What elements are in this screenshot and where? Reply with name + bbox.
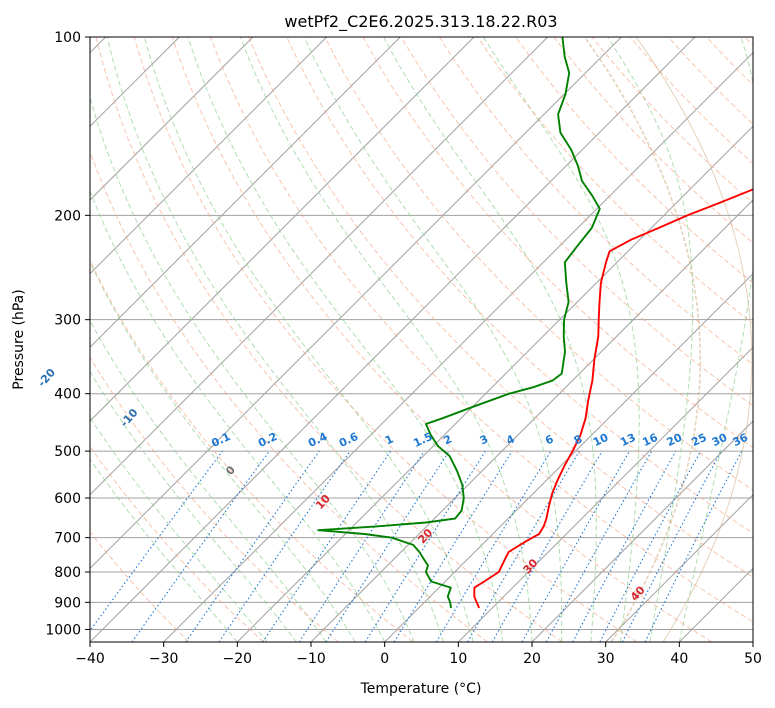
- x-tick-label: 10: [449, 651, 467, 667]
- dry-adiabat-line: [591, 37, 753, 204]
- y-tick-label: 200: [54, 208, 81, 224]
- mixing-ratio-line: [521, 450, 630, 642]
- x-tick-label: 20: [523, 651, 541, 667]
- mixing-ratio-line: [325, 450, 450, 642]
- dry-adiabat-line: [477, 37, 753, 325]
- isotherm-line: [90, 37, 254, 201]
- dewpoint-profile-line: [317, 37, 601, 609]
- moist-adiabat-line: [90, 458, 238, 642]
- x-tick-label: 40: [670, 651, 688, 667]
- isotherm-line: [90, 37, 328, 275]
- mixing-ratio-line: [185, 450, 320, 642]
- isotherm-line: [90, 37, 696, 642]
- isotherm-line: [384, 272, 753, 642]
- dry-adiabat-line: [90, 150, 488, 642]
- mixing-ratio-line: [572, 450, 677, 642]
- y-tick-label: 500: [54, 444, 81, 460]
- mixing-ratio-label: 36: [731, 431, 751, 449]
- dry-adiabat-line: [248, 37, 753, 578]
- dry-adiabat-line: [210, 37, 753, 623]
- dry-adiabat-line: [171, 37, 712, 642]
- dry-adiabat-line: [90, 356, 339, 642]
- temperature-profile-line: [473, 188, 753, 609]
- isotherm-line: [531, 420, 753, 642]
- dry-adiabat-line: [133, 37, 638, 642]
- y-tick-label: 700: [54, 531, 81, 547]
- mixing-ratio-line: [491, 450, 603, 642]
- x-tick-label: −20: [223, 651, 253, 667]
- x-tick-label: 0: [380, 651, 389, 667]
- mixing-ratio-line: [467, 450, 580, 642]
- mixing-ratio-label: 30: [710, 431, 730, 449]
- mixing-ratio-line: [393, 450, 513, 642]
- y-tick-label: 300: [54, 313, 81, 329]
- dry-adiabat-line: [286, 37, 753, 534]
- mixing-ratio-line: [435, 450, 552, 642]
- isotherm-line: [90, 37, 401, 349]
- dry-adiabat-line: [400, 37, 753, 407]
- moist-adiabat-line: [482, 37, 640, 642]
- mixing-ratio-label: 16: [640, 431, 660, 449]
- y-tick-label: 600: [54, 491, 81, 507]
- y-tick-label: 900: [54, 595, 81, 611]
- mixing-ratio-label: 25: [689, 431, 708, 449]
- dry-adiabat-line: [438, 37, 753, 366]
- x-tick-label: 30: [597, 651, 615, 667]
- mixing-ratio-line: [545, 450, 653, 642]
- isotherm-line: [236, 125, 753, 642]
- plot-frame: [89, 36, 754, 643]
- isotherm-line: [163, 51, 753, 642]
- y-tick-label: 100: [54, 30, 81, 46]
- y-axis-ticks: 100 200 300 400 500 600 700 800 900 1000: [45, 30, 90, 638]
- mixing-ratio-label: 13: [618, 431, 637, 449]
- y-tick-label: 400: [54, 387, 81, 403]
- isotherm-line: [605, 493, 753, 642]
- moist-adiabat-line: [383, 37, 597, 642]
- mixing-ratio-line: [218, 450, 351, 642]
- dry-adiabats: [90, 37, 753, 642]
- plot-area: [90, 37, 753, 642]
- isotherm-line: [90, 37, 549, 496]
- isotherm-line: [90, 37, 475, 422]
- mixing-ratio-label: 10: [591, 431, 611, 449]
- reference-curve: [635, 37, 753, 642]
- moist-adiabat-line: [607, 37, 694, 642]
- x-tick-label: 50: [744, 651, 762, 667]
- y-tick-label: 800: [54, 565, 81, 581]
- mixing-ratio-line: [90, 450, 223, 632]
- x-tick-label: −10: [296, 651, 326, 667]
- reference-curve: [583, 37, 701, 642]
- y-axis-label: Pressure (hPa): [11, 289, 27, 389]
- x-axis-label: Temperature (°C): [360, 681, 482, 697]
- moist-adiabat-line: [90, 260, 356, 642]
- moist-adiabat-line: [303, 37, 563, 642]
- chart-title: wetPf2_C2E6.2025.313.18.22.R03: [284, 12, 557, 32]
- moist-adiabat-line: [239, 37, 533, 642]
- mixing-ratio-line: [131, 450, 270, 642]
- dry-adiabat-line: [324, 37, 753, 491]
- moist-adiabat-line: [106, 37, 445, 642]
- mixing-ratio-lines: [90, 450, 743, 642]
- moist-adiabat-line: [90, 319, 327, 642]
- x-tick-label: −40: [75, 651, 105, 667]
- dry-adiabat-line: [90, 259, 414, 642]
- x-axis-ticks: −40 −30 −20 −10 0 10 20 30 40 50: [75, 642, 762, 667]
- isotherms-and-isobars: [90, 37, 753, 642]
- x-tick-label: −30: [149, 651, 179, 667]
- mixing-ratio-label: 20: [665, 431, 685, 449]
- sounding-profiles: [317, 37, 753, 609]
- dry-adiabat-line: [553, 37, 753, 244]
- dry-adiabat-line: [95, 37, 563, 642]
- isotherm-line: [90, 37, 622, 570]
- moist-adiabat-line: [90, 416, 268, 642]
- dry-adiabat-line: [362, 37, 753, 449]
- y-tick-label: 1000: [45, 622, 81, 638]
- background-reference-curves: [583, 37, 753, 642]
- dry-adiabat-line: [90, 531, 190, 642]
- mixing-ratio-line: [364, 450, 486, 642]
- moist-adiabat-line: [187, 37, 503, 642]
- moist-adiabat-line: [143, 37, 474, 642]
